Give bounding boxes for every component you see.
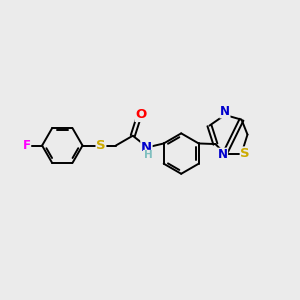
Text: N: N — [218, 148, 227, 161]
Text: N: N — [141, 140, 152, 154]
Text: H: H — [143, 150, 152, 161]
Text: F: F — [23, 139, 31, 152]
Text: S: S — [96, 139, 106, 152]
Text: N: N — [220, 105, 230, 118]
Text: O: O — [135, 108, 146, 122]
Text: S: S — [240, 147, 250, 160]
